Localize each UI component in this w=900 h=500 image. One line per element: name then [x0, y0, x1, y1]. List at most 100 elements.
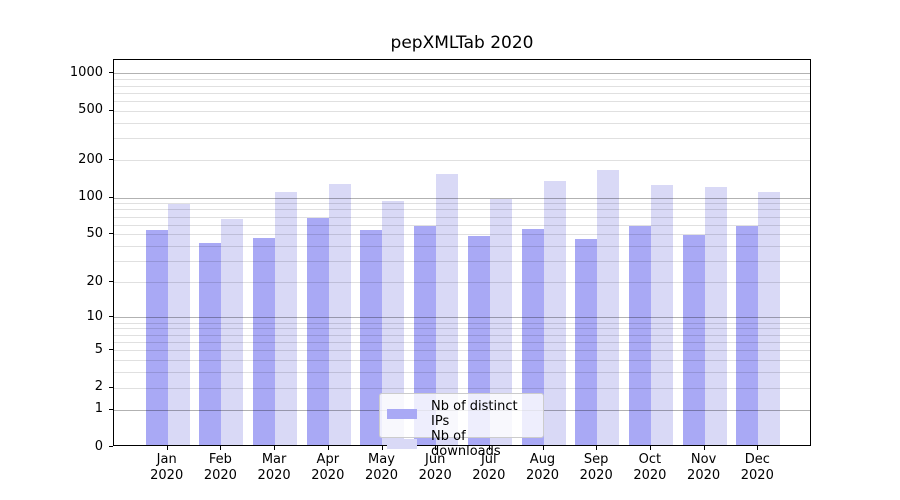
gridline-minor-9 [114, 322, 810, 324]
gridline-minor-30 [114, 261, 810, 263]
x-tick-label-oct: Oct 2020 [633, 452, 667, 483]
chart-title: pepXMLTab 2020 [390, 33, 534, 53]
x-tick-label-dec: Dec 2020 [740, 452, 774, 483]
x-tick-jan [166, 446, 168, 450]
gridline-major-1000 [114, 73, 810, 75]
x-tick-label-jul: Jul 2020 [472, 452, 506, 483]
gridline-minor-40 [114, 246, 810, 248]
x-tick-label-apr: Apr 2020 [311, 452, 345, 483]
gridline-minor-2 [114, 387, 810, 389]
gridline-minor-3 [114, 372, 810, 373]
gridline-minor-6 [114, 341, 810, 343]
y-tick-label-2: 2 [94, 379, 103, 395]
bar-downloads-jul [489, 198, 512, 445]
y-tick-label-10: 10 [86, 308, 103, 324]
y-tick-label-50: 50 [86, 225, 103, 241]
bar-distinct-ips-mar [253, 238, 276, 445]
y-tick-500 [109, 109, 113, 111]
bar-downloads-jun [436, 173, 459, 445]
x-tick-aug [542, 446, 544, 450]
x-tick-label-aug: Aug 2020 [525, 452, 560, 483]
x-tick-label-jan: Jan 2020 [150, 452, 184, 483]
bar-distinct-ips-aug [521, 229, 544, 445]
y-tick-10 [109, 316, 113, 318]
gridline-minor-5 [114, 350, 810, 352]
bar-distinct-ips-dec [736, 226, 759, 445]
bar-distinct-ips-nov [682, 234, 705, 445]
x-tick-label-feb: Feb 2020 [203, 452, 237, 483]
bar-downloads-sep [597, 170, 620, 445]
x-tick-may [381, 446, 383, 450]
x-tick-dec [757, 446, 759, 450]
y-tick-1000 [109, 72, 113, 74]
y-tick-1 [109, 408, 113, 410]
bar-downloads-jan [167, 204, 190, 445]
bar-distinct-ips-apr [306, 217, 329, 445]
x-tick-jul [488, 446, 490, 450]
gridline-minor-20 [114, 282, 810, 284]
y-tick-200 [109, 159, 113, 161]
y-tick-5 [109, 349, 113, 351]
bar-downloads-mar [275, 192, 298, 445]
gridline-minor-800 [114, 85, 810, 87]
gridline-minor-500 [114, 110, 810, 112]
plot-area [113, 59, 811, 446]
bar-distinct-ips-jan [145, 230, 168, 445]
gridline-minor-300 [114, 138, 810, 140]
legend-swatch-downloads [387, 439, 417, 449]
gridline-minor-8 [114, 328, 810, 330]
y-tick-label-100: 100 [78, 189, 103, 204]
y-tick-0 [109, 446, 113, 447]
bar-downloads-oct [650, 185, 673, 445]
y-tick-label-0: 0 [94, 438, 103, 454]
gridline-minor-7 [114, 334, 810, 336]
x-tick-mar [274, 446, 276, 450]
legend-label-distinct-ips: Nb of distinct IPs [431, 399, 518, 429]
bar-downloads-aug [543, 181, 566, 445]
gridline-minor-900 [114, 79, 810, 81]
x-tick-jun [435, 446, 437, 450]
x-tick-label-nov: Nov 2020 [687, 452, 721, 483]
gridline-major-10 [114, 317, 810, 319]
y-tick-2 [109, 386, 113, 388]
bar-downloads-nov [704, 187, 727, 445]
legend: Nb of distinct IPs Nb of downloads [379, 393, 544, 459]
gridline-minor-400 [114, 122, 810, 124]
x-tick-label-jun: Jun 2020 [418, 452, 452, 483]
gridline-minor-200 [114, 160, 810, 162]
bar-distinct-ips-may [360, 230, 383, 445]
bar-downloads-may [382, 200, 405, 445]
gridline-minor-60 [114, 224, 810, 226]
y-tick-100 [109, 196, 113, 198]
legend-label-downloads: Nb of downloads [431, 429, 501, 459]
bar-distinct-ips-sep [575, 239, 598, 445]
legend-item-distinct-ips: Nb of distinct IPs [387, 399, 535, 429]
legend-swatch-distinct-ips [387, 409, 417, 419]
y-tick-20 [109, 281, 113, 283]
x-tick-oct [649, 446, 651, 450]
x-tick-label-mar: Mar 2020 [257, 452, 291, 483]
bar-downloads-dec [758, 192, 781, 445]
x-tick-feb [220, 446, 222, 450]
y-tick-label-20: 20 [86, 273, 103, 289]
x-tick-nov [703, 446, 705, 450]
y-tick-label-200: 200 [78, 151, 103, 167]
bar-downloads-apr [328, 184, 351, 445]
gridline-minor-90 [114, 203, 810, 205]
x-tick-label-sep: Sep 2020 [579, 452, 613, 483]
y-tick-label-1000: 1000 [69, 64, 103, 80]
y-tick-50 [109, 233, 113, 235]
y-tick-label-500: 500 [78, 102, 103, 118]
bar-downloads-feb [221, 218, 244, 445]
gridline-major-100 [114, 197, 810, 199]
bar-distinct-ips-jul [467, 235, 490, 445]
gridline-minor-80 [114, 209, 810, 211]
bar-distinct-ips-jun [414, 225, 437, 445]
bar-distinct-ips-feb [199, 242, 222, 445]
gridline-minor-600 [114, 101, 810, 102]
gridline-minor-4 [114, 360, 810, 361]
gridline-minor-50 [114, 234, 810, 236]
x-tick-apr [327, 446, 329, 450]
bar-distinct-ips-oct [628, 226, 651, 445]
